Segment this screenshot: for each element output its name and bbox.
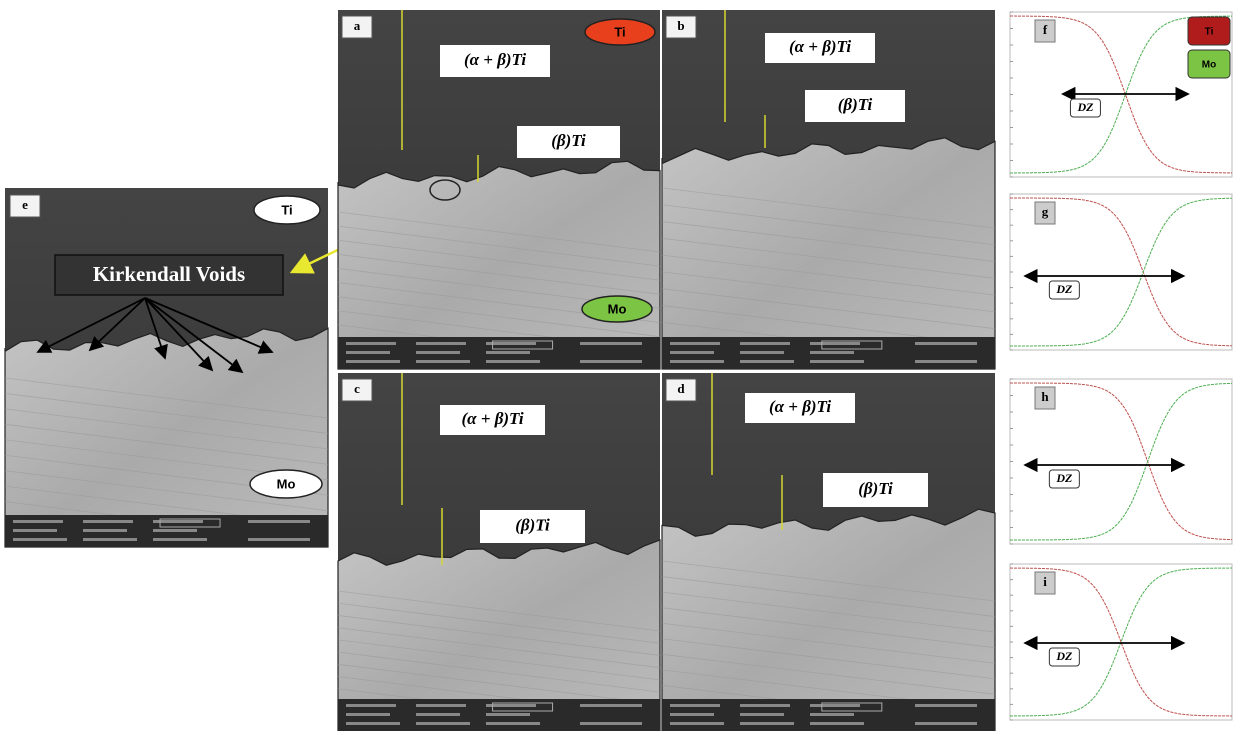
info-text: [416, 713, 460, 716]
sem-image: [662, 10, 995, 369]
info-text: [810, 713, 854, 716]
info-text: [670, 360, 724, 363]
badge-label: Mo: [277, 476, 296, 491]
info-text: [416, 342, 466, 345]
info-text: [915, 722, 977, 725]
zone-label: DZ: [1055, 649, 1073, 663]
info-text: [580, 704, 642, 707]
mo-region: [662, 509, 995, 731]
zone-label: DZ: [1076, 100, 1094, 114]
info-text: [486, 360, 540, 363]
info-text: [416, 704, 466, 707]
info-text: [83, 529, 127, 532]
info-text: [153, 538, 207, 541]
info-text: [810, 351, 854, 354]
info-text: [416, 360, 470, 363]
phase-label: (α + β)Ti: [461, 409, 523, 428]
info-text: [580, 360, 642, 363]
info-text: [346, 704, 396, 707]
info-text: [248, 520, 310, 523]
info-text: [670, 704, 720, 707]
panel-label: c: [354, 381, 360, 396]
panel-label: g: [1042, 204, 1049, 219]
info-text: [740, 722, 794, 725]
info-text: [740, 342, 790, 345]
phase-label: (β)Ti: [515, 515, 550, 534]
info-text: [810, 360, 864, 363]
info-text: [810, 722, 864, 725]
info-text: [670, 713, 714, 716]
phase-label: (α + β)Ti: [789, 37, 851, 56]
info-text: [740, 351, 784, 354]
info-text: [810, 342, 860, 345]
info-text: [915, 342, 977, 345]
phase-label: (β)Ti: [551, 131, 586, 150]
info-text: [486, 342, 536, 345]
info-text: [740, 713, 784, 716]
info-text: [486, 722, 540, 725]
mo-region: [662, 138, 995, 369]
info-text: [915, 360, 977, 363]
badge-label: Ti: [281, 202, 292, 217]
info-text: [416, 351, 460, 354]
phase-label: (α + β)Ti: [769, 397, 831, 416]
info-text: [740, 360, 794, 363]
info-text: [346, 342, 396, 345]
info-text: [416, 722, 470, 725]
phase-label: (β)Ti: [858, 479, 893, 498]
phase-label: (α + β)Ti: [464, 50, 526, 69]
panel-label: f: [1043, 22, 1048, 37]
panel-label: i: [1043, 574, 1047, 589]
info-text: [346, 722, 400, 725]
mo-region: [5, 328, 328, 547]
info-text: [915, 704, 977, 707]
panel-label: e: [22, 197, 28, 212]
info-text: [153, 529, 197, 532]
info-text: [346, 713, 390, 716]
info-text: [580, 342, 642, 345]
info-text: [346, 360, 400, 363]
panel-label: d: [677, 381, 685, 396]
info-text: [13, 529, 57, 532]
info-text: [810, 704, 860, 707]
info-text: [346, 351, 390, 354]
info-text: [670, 722, 724, 725]
legend-label: Mo: [1202, 60, 1216, 71]
info-text: [83, 520, 133, 523]
info-text: [486, 713, 530, 716]
badge-label: Mo: [608, 301, 627, 316]
panel-label: h: [1041, 389, 1049, 404]
panel-label: b: [677, 18, 684, 33]
info-text: [83, 538, 137, 541]
badge-label: Ti: [614, 24, 625, 39]
info-text: [248, 538, 310, 541]
info-text: [13, 520, 63, 523]
info-text: [740, 704, 790, 707]
zone-label: DZ: [1055, 282, 1073, 296]
callout: Kirkendall Voids: [93, 262, 245, 286]
info-text: [13, 538, 67, 541]
info-text: [580, 722, 642, 725]
info-text: [486, 351, 530, 354]
zone-label: DZ: [1055, 471, 1073, 485]
info-text: [670, 342, 720, 345]
figure: e Ti Mo Kirkendall Voids a (α + β)Ti (β)Ti Ti Mo…: [0, 0, 1242, 731]
info-text: [486, 704, 536, 707]
panel-label: a: [354, 18, 361, 33]
legend-label: Ti: [1205, 27, 1214, 38]
info-text: [670, 351, 714, 354]
phase-label: (β)Ti: [838, 95, 873, 114]
